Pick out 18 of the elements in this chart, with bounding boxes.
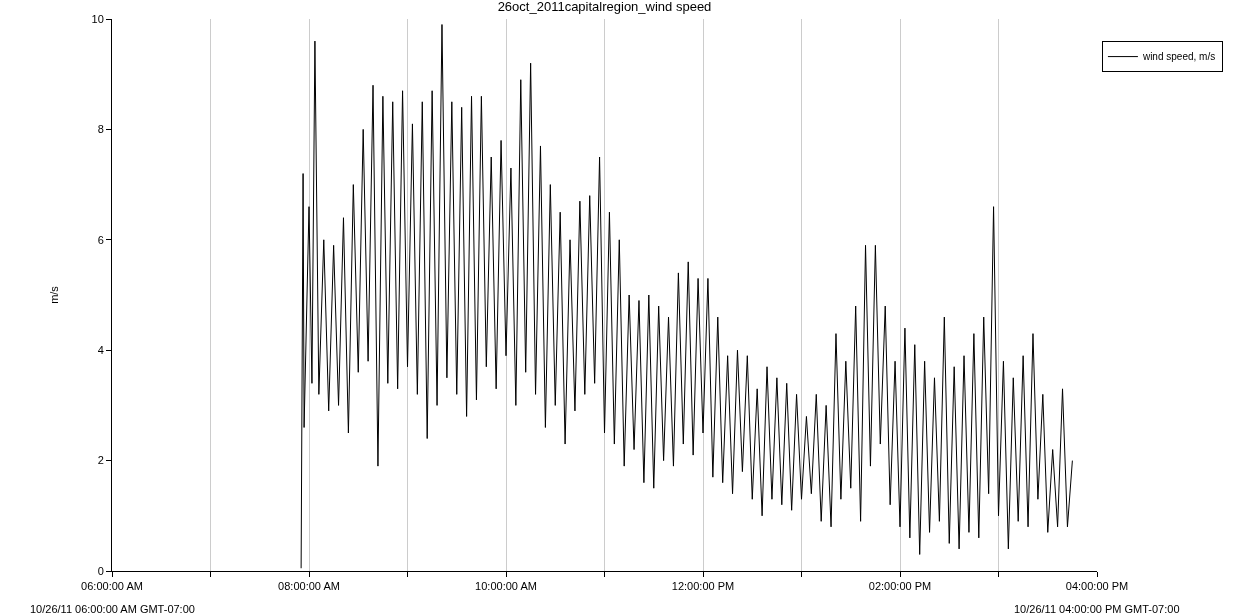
x-tick-label: 04:00:00 PM [1065,580,1129,593]
x-tick-label: 08:00:00 AM [278,580,340,593]
legend-label: wind speed, m/s [1141,51,1216,63]
x-tick-label: 12:00:00 PM [671,580,735,593]
chart-title: 26oct_2011capitalregion_wind speed [497,0,712,15]
y-tick-label: 8 [97,123,104,136]
y-axis-title: m/s [48,285,61,304]
text: 10/26/11 04:00:00 PM GMT-07:00 [1014,603,1180,613]
line-series [300,24,1073,569]
text: 10/26/11 06:00:00 AM GMT-07:00 [30,603,195,613]
y-tick-label: 10 [91,12,104,25]
x-tick-label: 06:00:00 AM [81,580,143,593]
y-tick-label: 6 [97,233,104,246]
x-tick-label: 02:00:00 PM [868,580,932,593]
y-tick-label: 2 [97,454,104,467]
y-tick-label: 0 [97,564,104,577]
y-tick-label: 4 [97,344,104,357]
x-tick-label: 10:00:00 AM [475,580,537,593]
